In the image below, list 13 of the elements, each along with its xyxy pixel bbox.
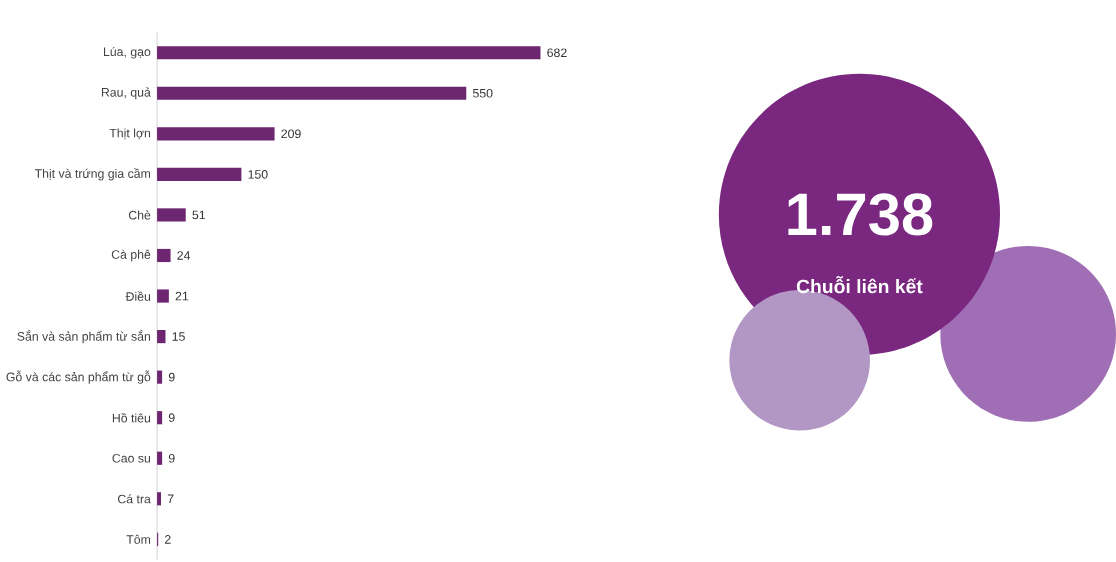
bar (157, 45, 541, 60)
bar (157, 167, 242, 181)
bar (157, 127, 275, 141)
bar (157, 410, 163, 425)
bar (157, 451, 163, 465)
text: 1.738 (788, 193, 933, 236)
bar (157, 86, 467, 100)
bar (157, 248, 171, 262)
bar (157, 329, 166, 344)
text: Chuỗi liên kết (796, 275, 923, 294)
bar (157, 370, 163, 384)
bar (157, 289, 169, 303)
bar (157, 208, 186, 222)
